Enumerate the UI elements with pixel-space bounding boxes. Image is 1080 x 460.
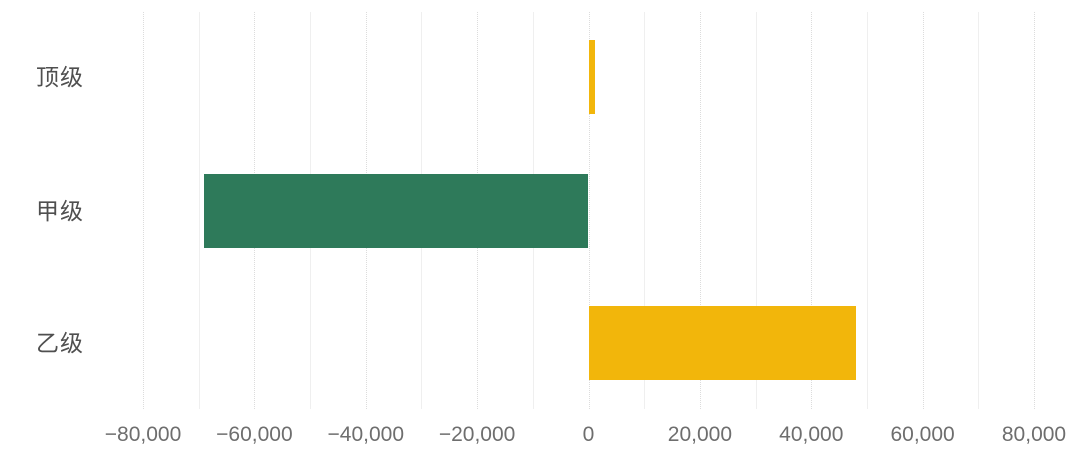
y-axis-label: 顶级 [36,64,84,90]
gridline-minor [755,12,757,409]
x-tick-label: 40,000 [779,423,844,446]
x-tick-label: 80,000 [1001,423,1067,446]
x-tick-label: −80,000 [104,423,182,446]
gridline-major [922,12,924,409]
gridline-minor [866,12,868,409]
gridline-minor [978,12,980,409]
gridline-minor [198,12,200,409]
gridline-major [588,12,590,409]
y-axis-label: 甲级 [36,197,84,224]
gridline-major [143,12,144,409]
bar-甲级 [204,173,589,248]
x-tick-label: 60,000 [890,423,955,446]
gridline-major [811,12,813,409]
y-axis-label: 乙级 [36,329,84,356]
gridline-major [1034,12,1035,409]
gridline-minor [644,12,646,409]
x-tick-label: 0 [582,423,595,446]
x-tick-label: −60,000 [216,423,293,446]
gridline-major [699,12,701,409]
bar-顶级 [588,40,596,114]
x-tick-label: −20,000 [438,423,516,446]
x-tick-label: −40,000 [327,423,405,446]
x-tick-label: 20,000 [667,423,732,446]
bar-乙级 [588,305,856,380]
